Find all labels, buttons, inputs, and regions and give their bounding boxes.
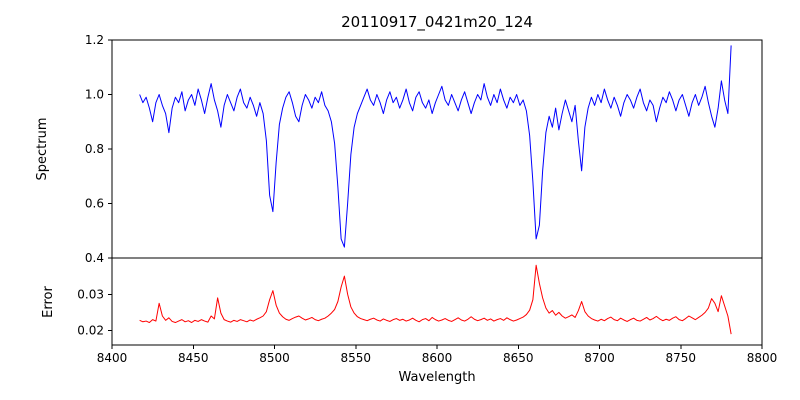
y-tick-label: 1.2: [85, 33, 104, 47]
x-tick-label: 8500: [259, 351, 290, 365]
figure-title: 20110917_0421m20_124: [341, 13, 533, 32]
y-tick-label: 0.03: [77, 287, 104, 301]
series-layer: [139, 45, 732, 335]
error-y-axis-label: Error: [41, 286, 56, 318]
wavelength-x-axis-label: Wavelength: [398, 370, 475, 385]
y-tick-label: 0.6: [85, 197, 104, 211]
spectrum-line-series: [139, 45, 732, 248]
x-tick-label: 8550: [340, 351, 371, 365]
x-tick-label: 8800: [747, 351, 778, 365]
x-tick-label: 8650: [503, 351, 534, 365]
y-tick-label: 1.0: [85, 88, 104, 102]
x-tick-label: 8600: [422, 351, 453, 365]
x-tick-label: 8450: [178, 351, 209, 365]
error-line-series: [139, 264, 732, 335]
x-tick-label: 8750: [665, 351, 696, 365]
y-tick-label: 0.8: [85, 142, 104, 156]
panel-frame-spectrum: [111, 39, 763, 259]
x-tick-label: 8400: [97, 351, 128, 365]
y-tick-label: 0.02: [77, 324, 104, 338]
spectrum-y-axis-label: Spectrum: [35, 118, 50, 181]
panel-frame-error: [111, 257, 763, 346]
axes-layer: 8400 8450 8500 8550 8600 8650 8700 8750 8800 0.4 0…: [77, 33, 777, 365]
x-tick-label: 8700: [584, 351, 615, 365]
y-tick-label: 0.4: [85, 251, 104, 265]
